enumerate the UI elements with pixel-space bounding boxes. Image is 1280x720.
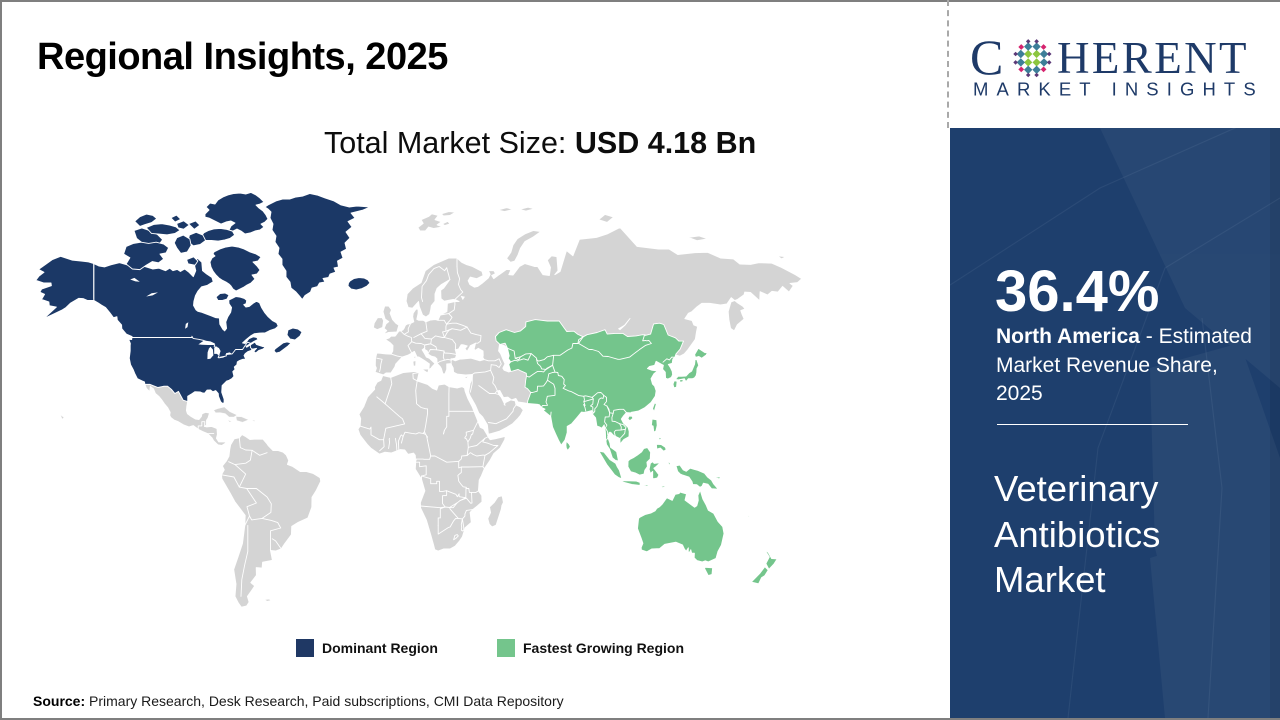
svg-text:C: C <box>970 29 1003 85</box>
svg-text:HERENT: HERENT <box>1057 33 1249 83</box>
svg-text:MARKET INSIGHTS: MARKET INSIGHTS <box>973 79 1264 100</box>
